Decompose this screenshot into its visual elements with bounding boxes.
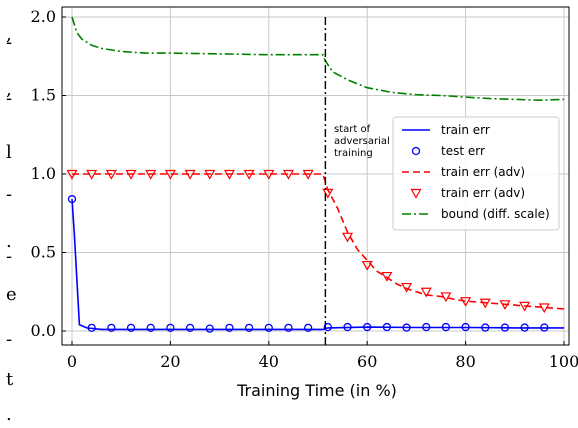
data-point-circle — [402, 323, 411, 332]
data-point-circle — [225, 323, 234, 333]
data-point-triangle — [66, 169, 78, 180]
data-point-circle — [107, 323, 116, 333]
data-point-triangle — [479, 298, 491, 309]
data-point-circle — [461, 322, 470, 332]
data-point-triangle — [263, 169, 275, 180]
margin-glyph: e — [6, 284, 17, 305]
series-2 — [72, 173, 565, 310]
data-point-triangle — [302, 169, 314, 180]
data-point-triangle — [460, 297, 472, 307]
data-point-circle — [304, 323, 313, 333]
ticks: 0 20 40 60 80 100 0.0 0.5 1.0 1.5 2.0 — [31, 7, 578, 371]
data-point-triangle — [381, 271, 393, 282]
data-point-triangle — [86, 169, 98, 180]
legend-label: test err — [441, 144, 485, 158]
series-line — [71, 199, 564, 331]
margin-glyph: - — [6, 184, 12, 205]
data-point-triangle — [164, 169, 176, 180]
margin-glyph: . — [6, 404, 12, 425]
x-tick-label: 60 — [357, 352, 377, 371]
legend-label: train err — [441, 123, 490, 137]
margin-glyph: , — [6, 24, 12, 45]
data-point-circle — [422, 322, 431, 332]
legend-label: train err (adv) — [441, 165, 525, 179]
data-point-triangle — [243, 169, 255, 180]
y-tick-label: 0.0 — [31, 321, 56, 340]
y-tick-label: 2.0 — [31, 7, 56, 26]
data-point-circle — [146, 323, 155, 333]
data-point-triangle — [401, 282, 413, 293]
data-point-triangle — [538, 303, 550, 314]
series-0 — [71, 199, 564, 331]
data-point-triangle — [223, 169, 235, 180]
data-point-circle — [87, 323, 96, 333]
margin-glyph: - — [6, 88, 12, 109]
plot-frame — [61, 6, 570, 346]
data-point-triangle — [125, 169, 137, 180]
data-point-triangle — [519, 301, 531, 312]
margin-glyph: - — [6, 32, 12, 53]
margin-glyph: - — [6, 329, 12, 350]
data-point-circle — [540, 323, 549, 332]
x-axis-label: Training Time (in %) — [236, 381, 397, 400]
legend: train err test err train err (adv) train er… — [392, 116, 560, 231]
x-tick-label: 20 — [160, 352, 180, 371]
data-point-triangle — [361, 260, 373, 271]
margin-glyph: - — [6, 246, 12, 267]
data-point-circle — [205, 324, 214, 333]
margin-glyph: t — [6, 369, 14, 390]
legend-label: bound (diff. scale) — [441, 207, 550, 221]
x-tick-label: 100 — [549, 352, 578, 371]
data-point-circle — [264, 323, 273, 333]
legend-box — [392, 116, 560, 231]
series-1 — [67, 194, 549, 333]
data-point-triangle — [499, 300, 511, 311]
legend-swatch — [410, 188, 422, 199]
data-point-circle — [481, 323, 490, 332]
margin-glyph: l — [6, 142, 12, 163]
data-point-triangle — [440, 292, 452, 303]
series-3 — [66, 169, 550, 314]
x-tick-label: 40 — [259, 352, 279, 371]
y-tick-label: 1.0 — [31, 164, 56, 183]
data-point-circle — [284, 323, 293, 333]
data-point-triangle — [282, 169, 295, 180]
data-point-circle — [244, 323, 254, 333]
margin-glyph: , — [6, 79, 12, 100]
data-point-circle — [67, 194, 77, 204]
data-point-circle — [441, 322, 451, 332]
data-point-circle — [500, 323, 510, 332]
data-point-circle — [343, 322, 352, 332]
data-point-triangle — [420, 287, 432, 298]
series-line — [71, 16, 565, 102]
data-point-triangle — [204, 169, 216, 180]
annotation-text: training — [334, 148, 373, 159]
data-point-circle — [520, 323, 529, 332]
data-point-triangle — [105, 169, 117, 180]
y-tick-label: 1.5 — [31, 86, 56, 105]
margin-glyph: . — [6, 231, 12, 252]
data-point-triangle — [145, 169, 157, 180]
series-line — [72, 173, 565, 310]
data-point-circle — [363, 322, 372, 332]
x-tick-label: 80 — [455, 352, 475, 371]
x-tick-label: 0 — [67, 352, 77, 371]
annotation-text: start of — [334, 124, 371, 135]
series-4 — [71, 16, 565, 102]
data-point-circle — [126, 323, 136, 333]
data-point-circle — [323, 322, 332, 332]
data-point-circle — [185, 323, 195, 333]
data-point-circle — [382, 322, 392, 332]
y-tick-label: 0.5 — [31, 243, 56, 262]
legend-swatch — [411, 146, 421, 156]
data-point-triangle — [341, 232, 354, 243]
data-point-circle — [166, 323, 175, 333]
data-point-triangle — [184, 169, 196, 180]
margin-glyphs: ,-,-l-.-e-t. — [6, 24, 17, 425]
annotation-text: adversarial — [334, 136, 390, 147]
legend-label: train err (adv) — [441, 186, 525, 200]
